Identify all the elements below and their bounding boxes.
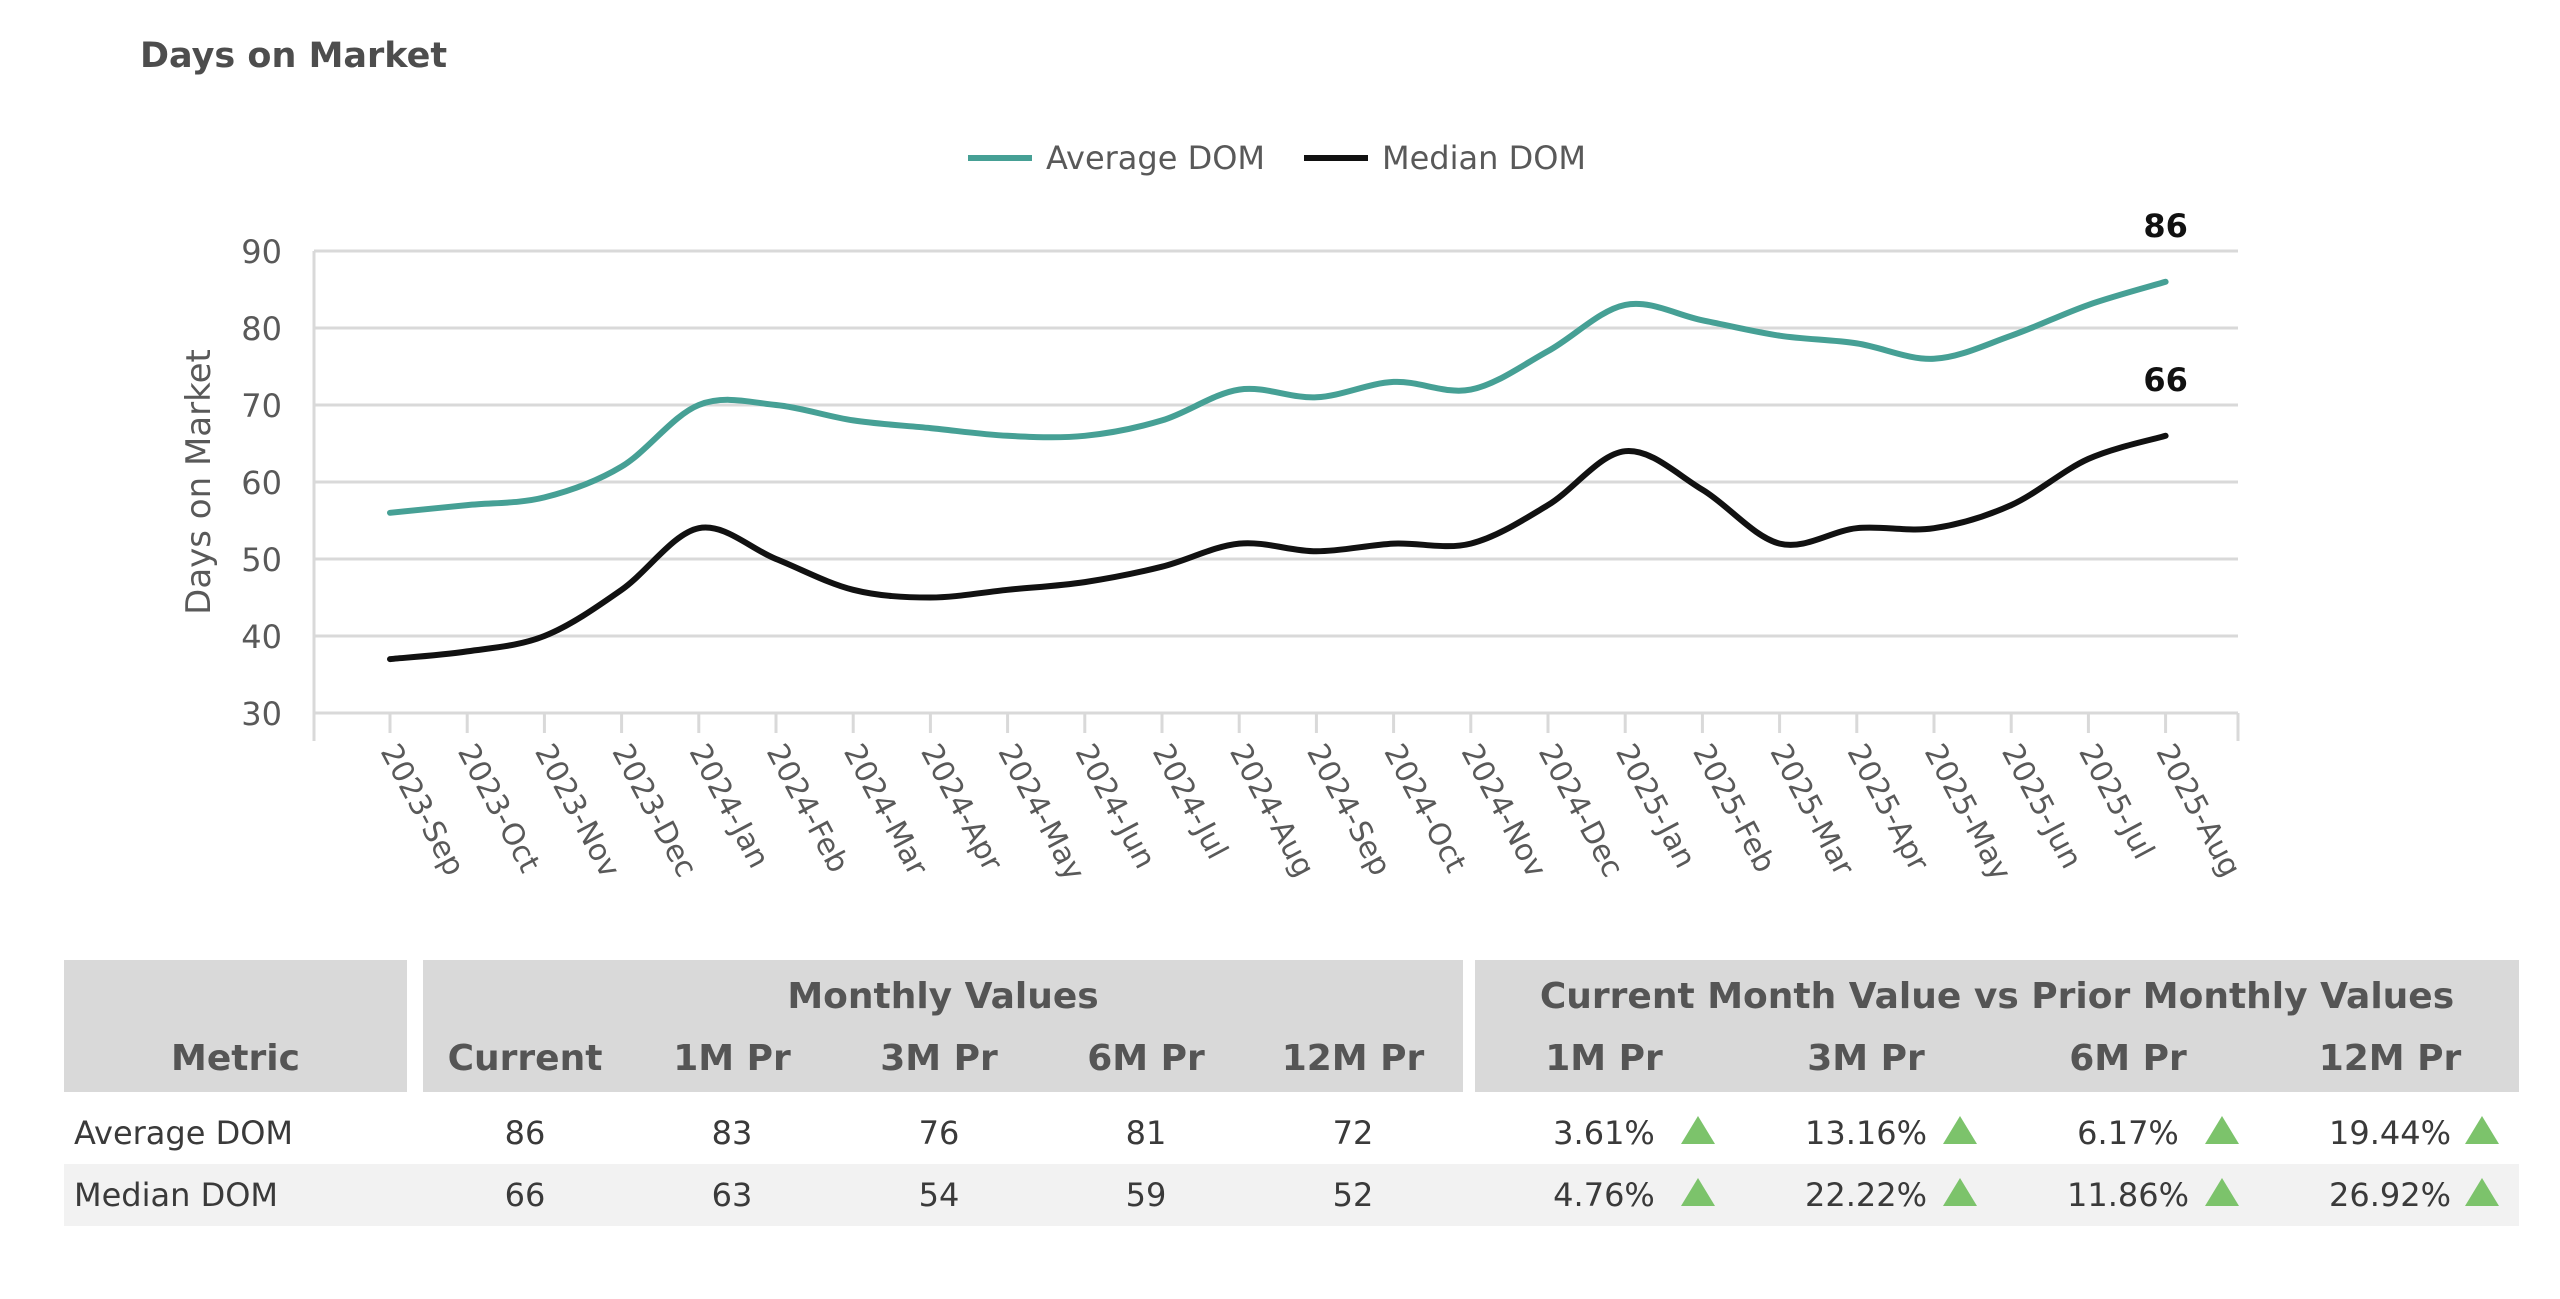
up-arrow-icon [2465, 1116, 2499, 1144]
monthly-value-cell: 63 [711, 1176, 753, 1214]
percent-change-cell: 4.76% [1553, 1176, 1655, 1214]
monthly-value-cell: 72 [1332, 1114, 1374, 1152]
monthly-value-cell: 86 [504, 1114, 546, 1152]
up-arrow-icon [1681, 1178, 1715, 1206]
y-tick-label: 60 [241, 464, 282, 502]
x-tick-label: 2025-Aug [2149, 738, 2248, 883]
y-tick-label: 70 [241, 387, 282, 425]
monthly-column-header: 12M Pr [1281, 1037, 1425, 1079]
compare-column-header: 3M Pr [1807, 1037, 1925, 1079]
row-metric-label: Average DOM [74, 1114, 294, 1152]
up-arrow-icon [1943, 1178, 1977, 1206]
monthly-header-bg [423, 960, 1463, 1092]
compare-column-header: 12M Pr [2318, 1037, 2462, 1079]
monthly-value-cell: 59 [1125, 1176, 1167, 1214]
y-tick-label: 90 [241, 233, 282, 271]
table-row [64, 1102, 2519, 1164]
y-tick-label: 80 [241, 310, 282, 348]
monthly-column-header: Current [447, 1037, 603, 1079]
percent-change-cell: 13.16% [1804, 1114, 1927, 1152]
up-arrow-icon [2465, 1178, 2499, 1206]
row-metric-label: Median DOM [74, 1176, 278, 1214]
monthly-value-cell: 52 [1332, 1176, 1374, 1214]
percent-change-cell: 11.86% [2066, 1176, 2189, 1214]
monthly-values-group-header: Monthly Values [787, 975, 1099, 1017]
monthly-column-header: 1M Pr [673, 1037, 791, 1079]
metrics-table: Metric Monthly Values Current Month Value … [64, 960, 2519, 1226]
compare-header-bg [1475, 960, 2519, 1092]
x-tick-label: 2025-Jul [2071, 738, 2161, 865]
monthly-column-header: 6M Pr [1087, 1037, 1205, 1079]
page-title: Days on Market [140, 36, 448, 76]
monthly-value-cell: 54 [918, 1176, 960, 1214]
y-tick-label: 50 [241, 541, 282, 579]
monthly-value-cell: 76 [918, 1114, 960, 1152]
x-tick-label: 2024-Jul [1145, 738, 1235, 865]
metric-header-bg [64, 960, 407, 1092]
percent-change-cell: 26.92% [2328, 1176, 2451, 1214]
average-dom-legend-label: Average DOM [1046, 139, 1265, 177]
y-tick-label: 30 [241, 695, 282, 733]
monthly-column-header: 3M Pr [880, 1037, 998, 1079]
percent-change-cell: 19.44% [2328, 1114, 2451, 1152]
median-dom-legend-label: Median DOM [1382, 139, 1586, 177]
metric-column-header: Metric [171, 1037, 300, 1079]
compare-column-header: 6M Pr [2069, 1037, 2187, 1079]
up-arrow-icon [2205, 1116, 2239, 1144]
up-arrow-icon [1943, 1116, 1977, 1144]
average-dom-end-label: 86 [2143, 207, 2188, 245]
monthly-value-cell: 83 [711, 1114, 753, 1152]
table-row [64, 1164, 2519, 1226]
percent-change-cell: 22.22% [1804, 1176, 1927, 1214]
compare-group-header: Current Month Value vs Prior Monthly Val… [1539, 975, 2455, 1017]
monthly-value-cell: 81 [1125, 1114, 1167, 1152]
up-arrow-icon [1681, 1116, 1715, 1144]
days-on-market-chart: 304050607080902023-Sep2023-Oct2023-Nov20… [179, 139, 2248, 886]
median-dom-end-label: 66 [2143, 361, 2188, 399]
y-axis-title: Days on Market [179, 349, 219, 615]
median-dom-line [387, 432, 2169, 663]
average-dom-line [387, 278, 2169, 516]
compare-column-header: 1M Pr [1545, 1037, 1663, 1079]
percent-change-cell: 6.17% [2077, 1114, 2179, 1152]
up-arrow-icon [2205, 1178, 2239, 1206]
percent-change-cell: 3.61% [1553, 1114, 1655, 1152]
monthly-value-cell: 66 [504, 1176, 546, 1214]
y-tick-label: 40 [241, 618, 282, 656]
